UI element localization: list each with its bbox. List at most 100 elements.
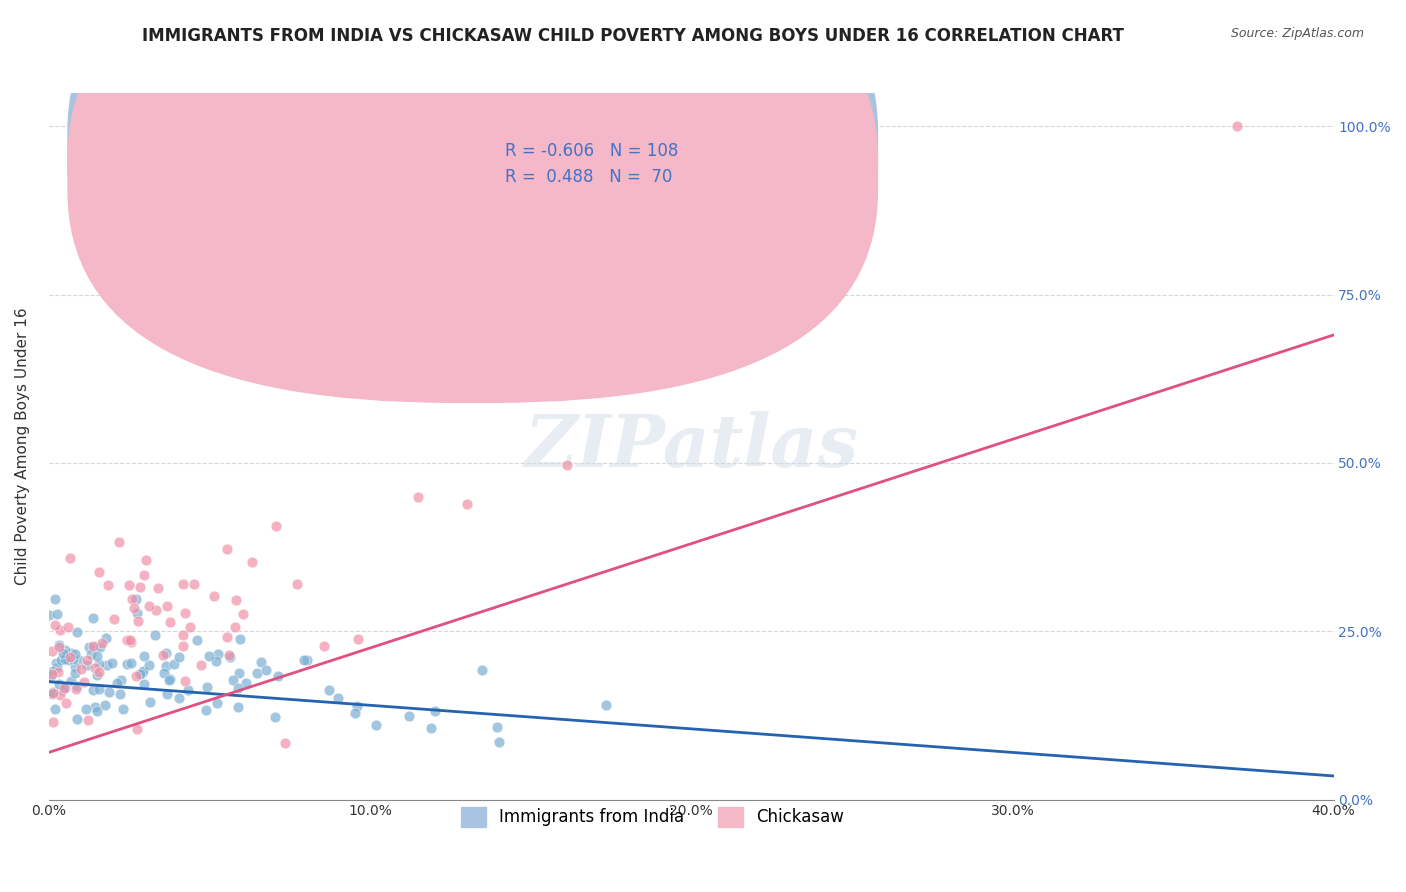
Point: [486, 720, 509, 734]
Point: [103, 612, 125, 626]
Point: [76, 713, 98, 727]
Point: [46, 665, 69, 679]
Point: [48, 638, 70, 652]
Point: [42, 665, 65, 679]
Point: [70, 662, 93, 676]
Point: [190, 658, 212, 673]
Point: [167, 690, 190, 705]
Point: [86, 668, 108, 682]
Point: [285, 576, 308, 591]
Point: [110, 673, 132, 688]
Point: [138, 599, 160, 613]
Point: [1226, 120, 1249, 134]
Text: Source: ZipAtlas.com: Source: ZipAtlas.com: [1230, 27, 1364, 40]
Point: [87, 565, 110, 579]
Point: [183, 577, 205, 591]
Point: [73, 674, 96, 689]
Point: [108, 535, 131, 549]
Point: [82, 611, 104, 625]
Point: [101, 656, 124, 670]
Point: [42, 686, 65, 700]
FancyBboxPatch shape: [67, 0, 877, 402]
Point: [84, 640, 107, 655]
Point: [218, 650, 240, 665]
FancyBboxPatch shape: [422, 96, 807, 202]
Point: [53, 681, 76, 696]
Legend: Immigrants from India, Chickasaw: Immigrants from India, Chickasaw: [454, 800, 851, 834]
Point: [48, 677, 70, 691]
Point: [53, 681, 76, 695]
Point: [56, 648, 79, 663]
Point: [80, 648, 103, 662]
Point: [225, 593, 247, 607]
Point: [264, 518, 287, 533]
Text: ZIPatlas: ZIPatlas: [524, 410, 858, 482]
Point: [79, 640, 101, 655]
Point: [343, 706, 366, 721]
Text: R = -0.606   N = 108: R = -0.606 N = 108: [505, 142, 678, 160]
Point: [115, 657, 138, 672]
Point: [174, 673, 197, 688]
Point: [229, 632, 252, 647]
Point: [51, 683, 73, 698]
FancyBboxPatch shape: [67, 0, 877, 376]
Point: [98, 684, 121, 698]
Point: [66, 680, 89, 694]
Point: [120, 635, 142, 649]
Point: [205, 654, 228, 668]
Point: [49, 688, 72, 702]
Point: [65, 681, 87, 696]
Point: [159, 673, 181, 687]
Point: [218, 648, 240, 662]
Point: [312, 639, 335, 653]
Point: [186, 632, 208, 647]
Point: [76, 658, 98, 673]
Point: [163, 657, 186, 672]
Point: [167, 649, 190, 664]
Point: [86, 649, 108, 664]
Point: [132, 648, 155, 663]
Point: [172, 639, 194, 653]
Point: [195, 703, 218, 717]
Point: [38, 607, 60, 622]
Point: [122, 601, 145, 615]
Point: [62, 652, 84, 666]
Point: [55, 643, 77, 657]
Point: [471, 664, 494, 678]
Point: [120, 656, 142, 670]
Point: [172, 627, 194, 641]
Point: [44, 701, 66, 715]
Point: [202, 589, 225, 603]
Point: [96, 658, 118, 673]
Point: [419, 722, 441, 736]
Point: [366, 718, 388, 732]
Point: [555, 458, 578, 473]
Point: [41, 667, 63, 681]
Point: [217, 630, 239, 644]
Point: [90, 636, 112, 650]
Point: [326, 690, 349, 705]
Point: [156, 599, 179, 613]
Point: [125, 669, 148, 683]
Point: [49, 623, 72, 637]
Point: [84, 699, 107, 714]
Point: [425, 704, 447, 718]
Point: [49, 653, 72, 667]
Point: [215, 541, 238, 556]
Point: [59, 646, 82, 660]
Point: [226, 700, 249, 714]
Point: [125, 606, 148, 620]
Point: [347, 632, 370, 647]
Point: [41, 643, 63, 657]
Point: [179, 620, 201, 634]
Point: [398, 709, 420, 723]
Point: [318, 683, 340, 698]
Point: [55, 696, 77, 710]
Point: [89, 682, 111, 697]
Point: [44, 592, 66, 607]
Point: [110, 687, 132, 701]
Point: [41, 687, 63, 701]
Point: [46, 607, 69, 622]
Point: [131, 666, 153, 681]
Point: [177, 683, 200, 698]
